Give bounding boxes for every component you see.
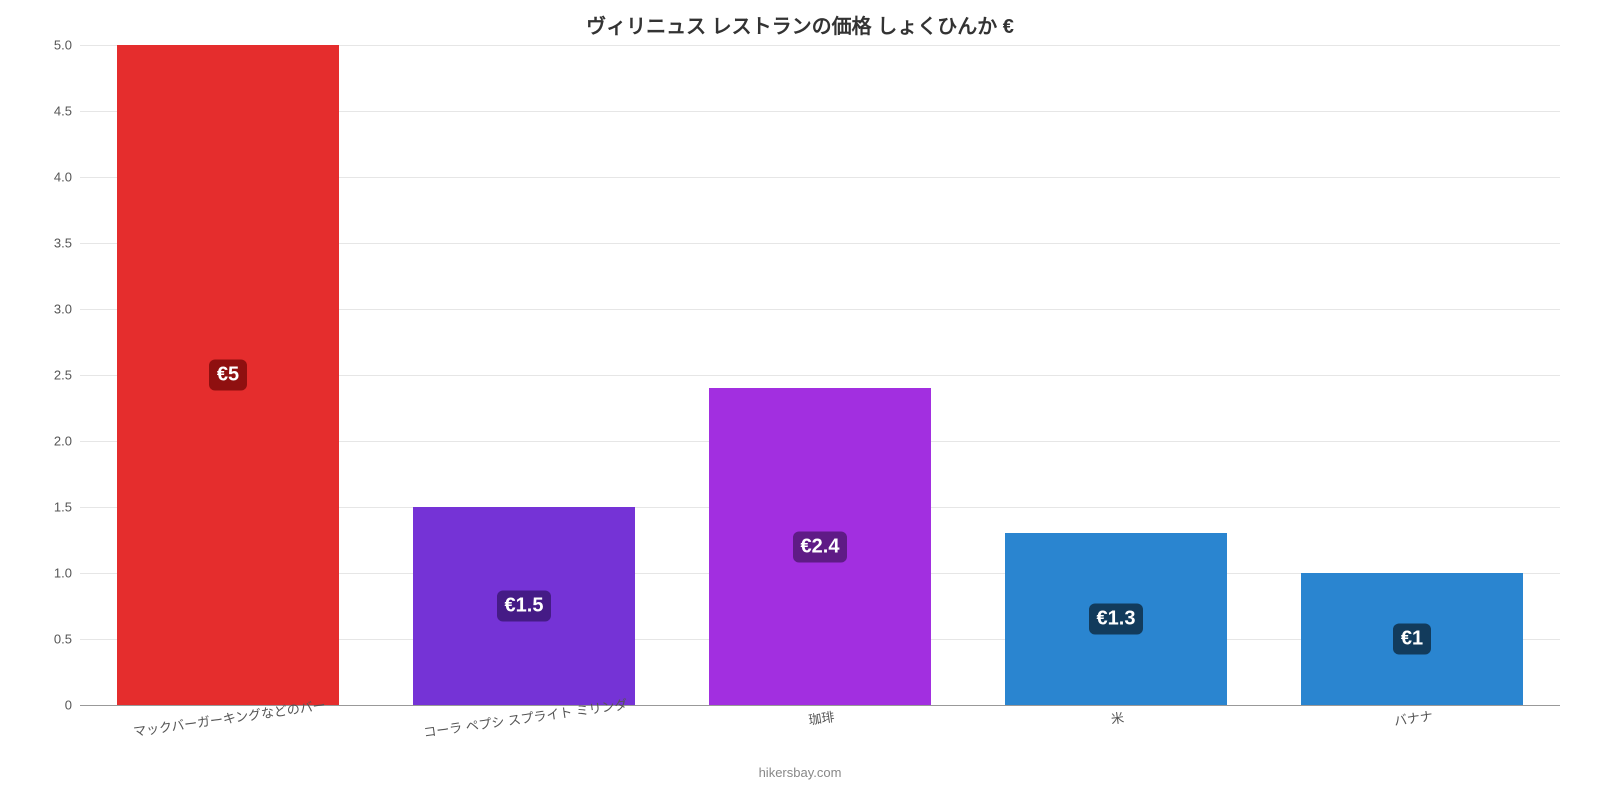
xtick-label: 珈琲 — [807, 706, 835, 728]
attribution: hikersbay.com — [0, 765, 1600, 780]
bar-slot: €1.3 — [968, 45, 1264, 705]
bar: €1.3 — [1005, 533, 1227, 705]
xtick-label: バナナ — [1393, 705, 1434, 729]
bar-slot: €2.4 — [672, 45, 968, 705]
bar: €2.4 — [709, 388, 931, 705]
xlabel-slot: 米 — [968, 708, 1264, 758]
ytick-label: 2.5 — [54, 368, 72, 383]
ytick-label: 2.0 — [54, 434, 72, 449]
ytick-label: 5.0 — [54, 38, 72, 53]
xtick-label: 米 — [1110, 707, 1126, 728]
bar: €5 — [117, 45, 339, 705]
ytick-label: 1.0 — [54, 566, 72, 581]
value-label: €2.4 — [793, 531, 848, 562]
xlabel-slot: 珈琲 — [672, 708, 968, 758]
xlabel-slot: マックバーガーキングなどのバー — [80, 708, 376, 758]
bar-slot: €1 — [1264, 45, 1560, 705]
ytick-label: 1.5 — [54, 500, 72, 515]
chart-title: ヴィリニュス レストランの価格 しょくひんか € — [0, 0, 1600, 39]
xlabel-slot: コーラ ペプシ スプライト ミリンダ — [376, 708, 672, 758]
bar-slot: €5 — [80, 45, 376, 705]
ytick-label: 4.5 — [54, 104, 72, 119]
value-label: €1.3 — [1089, 604, 1144, 635]
ytick-label: 0 — [65, 698, 72, 713]
bar-slot: €1.5 — [376, 45, 672, 705]
bar: €1.5 — [413, 507, 635, 705]
xlabel-slot: バナナ — [1264, 708, 1560, 758]
value-label: €1 — [1393, 624, 1431, 655]
value-label: €5 — [209, 360, 247, 391]
chart-plot-area: 00.51.01.52.02.53.03.54.04.55.0 €5€1.5€2… — [80, 45, 1560, 705]
bar: €1 — [1301, 573, 1523, 705]
ytick-label: 3.0 — [54, 302, 72, 317]
ytick-label: 3.5 — [54, 236, 72, 251]
x-axis-labels: マックバーガーキングなどのバーコーラ ペプシ スプライト ミリンダ 珈琲 米 バナナ — [80, 708, 1560, 758]
value-label: €1.5 — [497, 591, 552, 622]
ytick-label: 0.5 — [54, 632, 72, 647]
ytick-label: 4.0 — [54, 170, 72, 185]
